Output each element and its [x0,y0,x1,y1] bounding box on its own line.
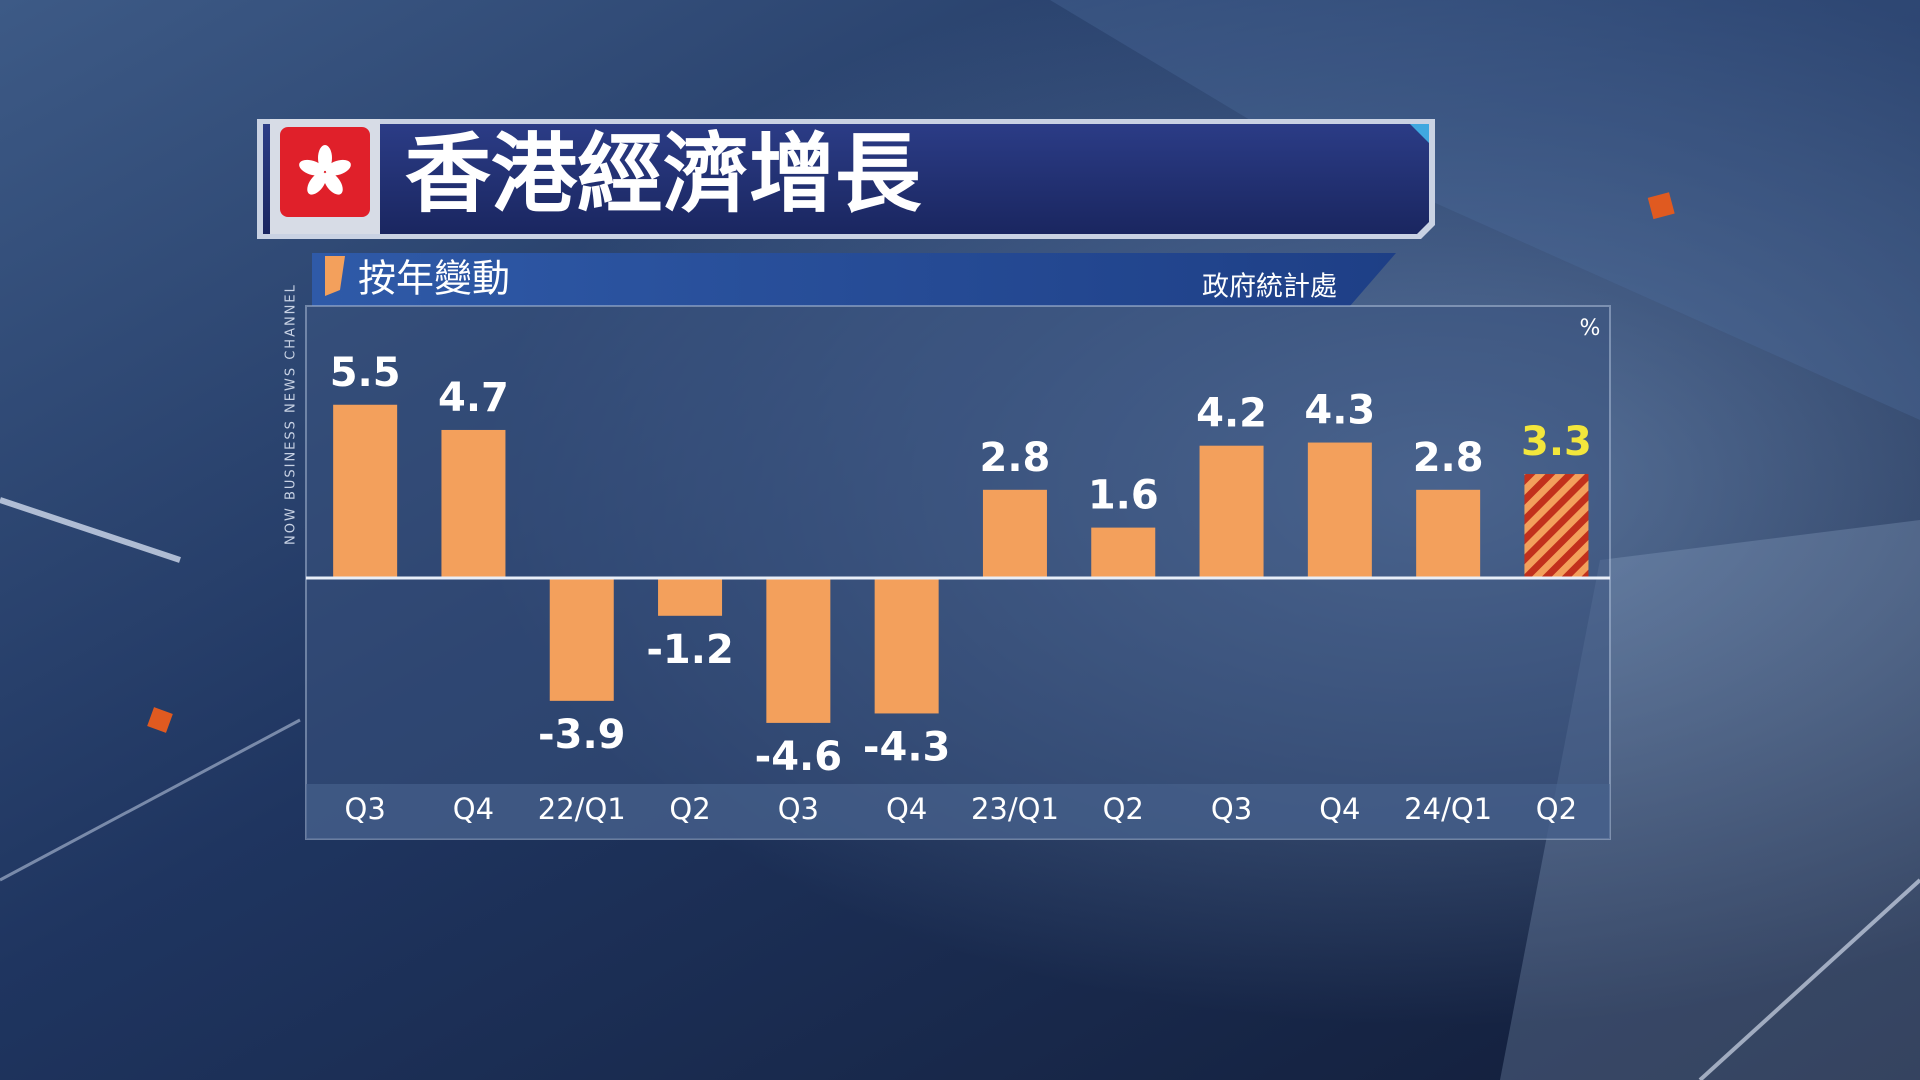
x-tick-label: Q2 [669,792,710,826]
chart-subtitle: 按年變動 [358,257,510,301]
bar [333,404,398,578]
decor [1698,878,1920,1080]
x-tick-label: Q2 [1536,792,1577,826]
data-label: 5.5 [330,350,401,396]
bar [766,578,831,723]
decor [1647,192,1675,220]
x-tick-label: Q4 [1319,792,1360,826]
bar [1416,489,1481,578]
x-tick-label: Q3 [1211,792,1252,826]
bar [982,489,1047,578]
decor [1410,124,1429,143]
data-label: 4.2 [1196,391,1267,437]
data-label: 3.3 [1521,419,1592,465]
x-tick-label: Q4 [453,792,494,826]
data-label: 4.7 [438,375,509,421]
data-label: 2.8 [980,435,1051,481]
flag [280,127,370,217]
data-label: -1.2 [646,627,733,673]
channel-label: NOW BUSINESS NEWS CHANNEL [284,283,299,545]
x-tick-label: Q4 [886,792,927,826]
x-tick-label: Q2 [1103,792,1144,826]
bar [658,578,723,616]
x-tick-label: 22/Q1 [538,792,626,826]
chart-title: 香港經濟增長 [405,124,922,224]
flag-flower [299,145,351,195]
decor [0,718,301,882]
decor [147,707,173,733]
bar [874,578,939,714]
source: 政府統計處 [1202,272,1337,303]
chart-panel [305,305,1611,840]
subtitle-bar [312,253,1396,306]
bar [1091,527,1156,578]
data-label: -4.3 [863,724,950,770]
bar [549,578,614,701]
title-banner [263,124,1429,234]
bar [1524,474,1589,578]
data-label: 4.3 [1304,388,1375,434]
x-tick-label: 24/Q1 [1404,792,1492,826]
data-label: -4.6 [755,734,842,780]
axis-band [306,784,1610,839]
bar [1199,445,1264,578]
data-label: -3.9 [538,712,625,758]
bar [441,429,506,578]
data-label: 1.6 [1088,473,1159,519]
x-tick-label: Q3 [345,792,386,826]
x-tick-label: Q3 [778,792,819,826]
x-tick-label: 23/Q1 [971,792,1059,826]
subtitle-marker [325,256,345,296]
unit-label: % [1580,316,1601,341]
data-label: 2.8 [1413,435,1484,481]
bar [1307,442,1372,578]
decor [0,497,181,563]
decor [1050,0,1920,420]
